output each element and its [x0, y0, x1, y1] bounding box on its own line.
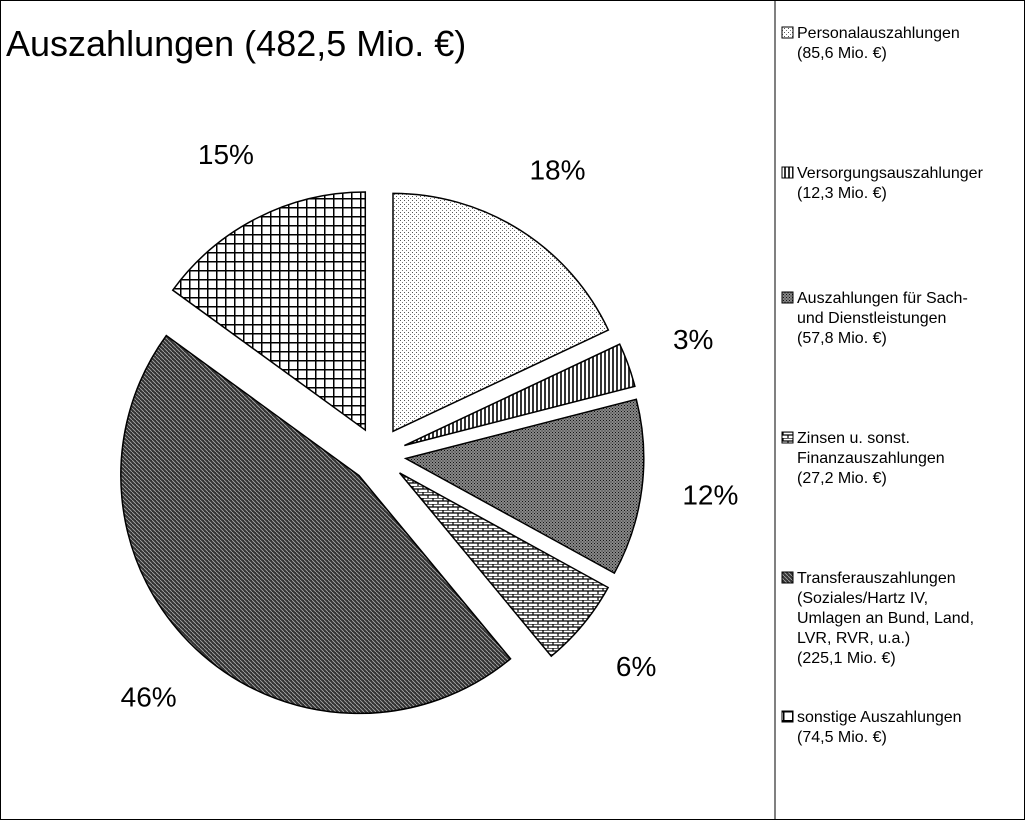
- legend-label: Umlagen an Bund, Land,: [797, 610, 974, 627]
- legend-label: Personalauszahlungen: [797, 25, 960, 42]
- legend-swatch: [781, 571, 794, 584]
- legend-label: (27,2 Mio. €): [797, 470, 887, 487]
- pie-slice: [120, 334, 512, 715]
- pie-slice: [171, 191, 367, 432]
- legend-label: (225,1 Mio. €): [797, 650, 896, 667]
- legend-label: Transferauszahlungen: [797, 570, 956, 587]
- legend-swatch: [781, 431, 794, 444]
- pie-slice: [392, 192, 610, 433]
- legend-swatch: [781, 710, 794, 723]
- legend-label: Finanzauszahlungen: [797, 450, 945, 467]
- pie-slice: [404, 343, 636, 447]
- legend-label: Versorgungsauszahlunger: [797, 165, 984, 182]
- data-label: 46%: [121, 682, 177, 713]
- data-label: 6%: [616, 651, 656, 682]
- legend-label: Auszahlungen für Sach-: [797, 290, 968, 307]
- legend-label: sonstige Auszahlungen: [797, 709, 962, 726]
- data-label: 15%: [198, 139, 254, 170]
- legend-label: (Soziales/Hartz IV,: [797, 590, 928, 607]
- pie-slice: [398, 472, 610, 658]
- pie-slice: [403, 398, 645, 575]
- legend-label: LVR, RVR, u.a.): [797, 630, 910, 647]
- legend-label: und Dienstleistungen: [797, 310, 946, 327]
- legend-label: (12,3 Mio. €): [797, 185, 887, 202]
- data-label: 12%: [682, 479, 738, 510]
- legend-label: Zinsen u. sonst.: [797, 430, 910, 447]
- legend-label: (85,6 Mio. €): [797, 45, 887, 62]
- data-label: 18%: [529, 155, 585, 186]
- legend-label: (57,8 Mio. €): [797, 330, 887, 347]
- data-label: 3%: [673, 324, 713, 355]
- legend-swatch: [781, 291, 794, 304]
- legend-label: (74,5 Mio. €): [797, 729, 887, 746]
- chart-title: Auszahlungen (482,5 Mio. €): [6, 23, 466, 64]
- legend-swatch: [781, 166, 794, 179]
- legend-swatch: [781, 26, 794, 39]
